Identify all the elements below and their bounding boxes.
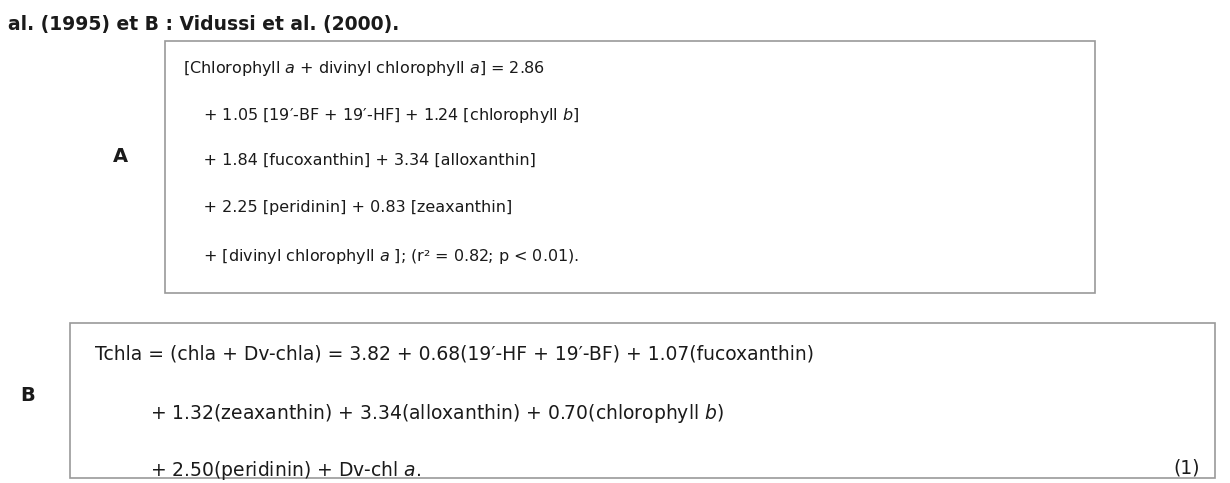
Text: + 2.50(peridinin) + Dv-chl $a$.: + 2.50(peridinin) + Dv-chl $a$. xyxy=(150,459,421,482)
Bar xyxy=(165,41,1095,293)
Text: al. (1995) et B : Vidussi et al. (2000).: al. (1995) et B : Vidussi et al. (2000). xyxy=(9,15,400,34)
Text: [Chlorophyll $a$ + divinyl chlorophyll $a$] = 2.86: [Chlorophyll $a$ + divinyl chlorophyll $… xyxy=(183,59,545,78)
Bar xyxy=(70,323,1215,478)
Text: + 1.84 [fucoxanthin] + 3.34 [alloxanthin]: + 1.84 [fucoxanthin] + 3.34 [alloxanthin… xyxy=(183,153,536,168)
Text: + 1.32(zeaxanthin) + 3.34(alloxanthin) + 0.70(chlorophyll $b$): + 1.32(zeaxanthin) + 3.34(alloxanthin) +… xyxy=(150,402,724,425)
Text: + 1.05 [19′-BF + 19′-HF] + 1.24 [chlorophyll $b$]: + 1.05 [19′-BF + 19′-HF] + 1.24 [chlorop… xyxy=(183,106,579,125)
Text: + 2.25 [peridinin] + 0.83 [zeaxanthin]: + 2.25 [peridinin] + 0.83 [zeaxanthin] xyxy=(183,200,512,215)
Text: B: B xyxy=(21,386,36,405)
Text: + [divinyl chlorophyll $a$ ]; (r² = 0.82; p < 0.01).: + [divinyl chlorophyll $a$ ]; (r² = 0.82… xyxy=(183,247,579,266)
Text: Tchla = (chla + Dv-chla) = 3.82 + 0.68(19′-HF + 19′-BF) + 1.07(fucoxanthin): Tchla = (chla + Dv-chla) = 3.82 + 0.68(1… xyxy=(95,345,814,364)
Text: A: A xyxy=(112,147,128,167)
Text: (1): (1) xyxy=(1173,459,1200,478)
